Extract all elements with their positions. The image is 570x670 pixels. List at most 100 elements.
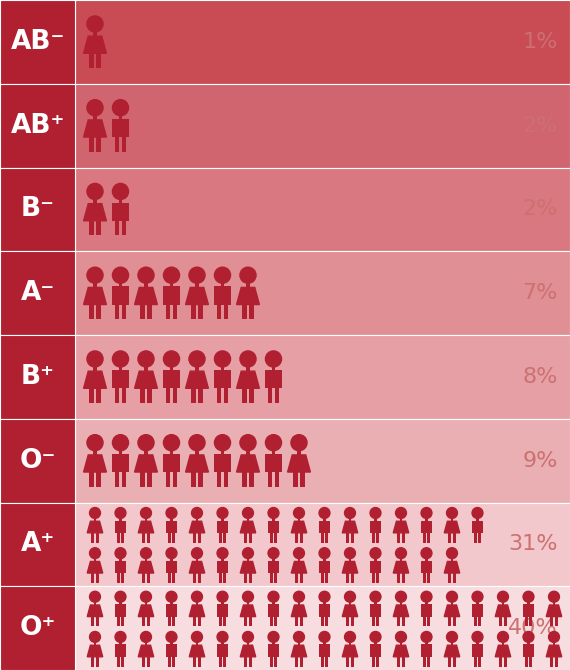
FancyBboxPatch shape xyxy=(145,643,147,645)
FancyBboxPatch shape xyxy=(96,305,101,319)
FancyBboxPatch shape xyxy=(195,451,199,455)
FancyBboxPatch shape xyxy=(168,533,171,543)
FancyBboxPatch shape xyxy=(351,573,354,583)
Circle shape xyxy=(266,351,282,367)
FancyBboxPatch shape xyxy=(115,645,126,657)
Circle shape xyxy=(112,435,129,451)
Circle shape xyxy=(396,508,406,519)
FancyBboxPatch shape xyxy=(472,521,483,533)
FancyBboxPatch shape xyxy=(0,251,75,335)
FancyBboxPatch shape xyxy=(472,645,483,657)
FancyBboxPatch shape xyxy=(319,561,330,573)
FancyBboxPatch shape xyxy=(193,616,196,626)
Circle shape xyxy=(112,267,129,283)
Circle shape xyxy=(344,548,356,559)
FancyBboxPatch shape xyxy=(448,657,451,667)
FancyBboxPatch shape xyxy=(272,559,275,561)
FancyBboxPatch shape xyxy=(499,616,502,626)
FancyBboxPatch shape xyxy=(170,367,173,370)
FancyBboxPatch shape xyxy=(319,521,330,533)
FancyBboxPatch shape xyxy=(0,502,75,586)
Circle shape xyxy=(141,508,152,519)
Polygon shape xyxy=(393,561,409,573)
FancyBboxPatch shape xyxy=(268,604,279,616)
FancyBboxPatch shape xyxy=(270,616,273,626)
FancyBboxPatch shape xyxy=(96,616,99,626)
Circle shape xyxy=(472,592,483,602)
Polygon shape xyxy=(84,204,107,221)
Circle shape xyxy=(370,592,381,602)
Circle shape xyxy=(189,435,205,451)
Circle shape xyxy=(421,631,432,643)
FancyBboxPatch shape xyxy=(274,616,278,626)
FancyBboxPatch shape xyxy=(75,502,570,586)
Circle shape xyxy=(138,267,154,283)
FancyBboxPatch shape xyxy=(527,643,530,645)
Circle shape xyxy=(421,548,432,559)
FancyBboxPatch shape xyxy=(451,602,453,605)
Polygon shape xyxy=(240,605,256,616)
Text: 9%: 9% xyxy=(523,451,558,470)
Circle shape xyxy=(141,631,152,643)
FancyBboxPatch shape xyxy=(145,559,147,561)
Circle shape xyxy=(87,267,103,283)
Text: AB⁺: AB⁺ xyxy=(10,113,65,139)
FancyBboxPatch shape xyxy=(193,533,196,543)
FancyBboxPatch shape xyxy=(89,305,94,319)
FancyBboxPatch shape xyxy=(119,283,123,286)
Text: O⁻: O⁻ xyxy=(19,448,56,474)
FancyBboxPatch shape xyxy=(295,657,298,667)
Circle shape xyxy=(192,508,202,519)
Circle shape xyxy=(87,184,103,200)
Circle shape xyxy=(446,508,458,519)
FancyBboxPatch shape xyxy=(166,472,170,486)
Circle shape xyxy=(89,508,100,519)
FancyBboxPatch shape xyxy=(272,519,275,521)
FancyBboxPatch shape xyxy=(425,643,428,645)
Polygon shape xyxy=(84,120,107,137)
FancyBboxPatch shape xyxy=(166,645,177,657)
FancyBboxPatch shape xyxy=(223,305,228,319)
FancyBboxPatch shape xyxy=(325,616,328,626)
FancyBboxPatch shape xyxy=(295,533,298,543)
FancyBboxPatch shape xyxy=(93,200,97,204)
FancyBboxPatch shape xyxy=(121,305,126,319)
FancyBboxPatch shape xyxy=(146,616,150,626)
FancyBboxPatch shape xyxy=(372,533,375,543)
FancyBboxPatch shape xyxy=(89,137,94,151)
FancyBboxPatch shape xyxy=(504,616,507,626)
Circle shape xyxy=(240,435,256,451)
Circle shape xyxy=(112,351,129,367)
Circle shape xyxy=(243,592,254,602)
FancyBboxPatch shape xyxy=(244,573,247,583)
Circle shape xyxy=(446,631,458,643)
FancyBboxPatch shape xyxy=(249,472,254,486)
Polygon shape xyxy=(444,645,460,657)
FancyBboxPatch shape xyxy=(121,573,124,583)
Circle shape xyxy=(138,435,154,451)
Polygon shape xyxy=(495,645,511,657)
Polygon shape xyxy=(189,605,205,616)
FancyBboxPatch shape xyxy=(300,657,303,667)
FancyBboxPatch shape xyxy=(0,84,75,168)
FancyBboxPatch shape xyxy=(400,519,402,521)
Circle shape xyxy=(166,592,177,602)
FancyBboxPatch shape xyxy=(320,573,324,583)
Circle shape xyxy=(217,548,228,559)
FancyBboxPatch shape xyxy=(319,604,330,616)
FancyBboxPatch shape xyxy=(425,559,428,561)
FancyBboxPatch shape xyxy=(477,519,479,521)
FancyBboxPatch shape xyxy=(173,389,177,403)
FancyBboxPatch shape xyxy=(163,286,180,305)
FancyBboxPatch shape xyxy=(147,389,152,403)
FancyBboxPatch shape xyxy=(323,643,325,645)
FancyBboxPatch shape xyxy=(219,657,222,667)
FancyBboxPatch shape xyxy=(223,472,228,486)
Polygon shape xyxy=(186,455,209,472)
Polygon shape xyxy=(237,287,259,305)
Circle shape xyxy=(115,592,126,602)
Polygon shape xyxy=(288,455,311,472)
FancyBboxPatch shape xyxy=(275,472,279,486)
FancyBboxPatch shape xyxy=(217,305,222,319)
FancyBboxPatch shape xyxy=(192,389,196,403)
